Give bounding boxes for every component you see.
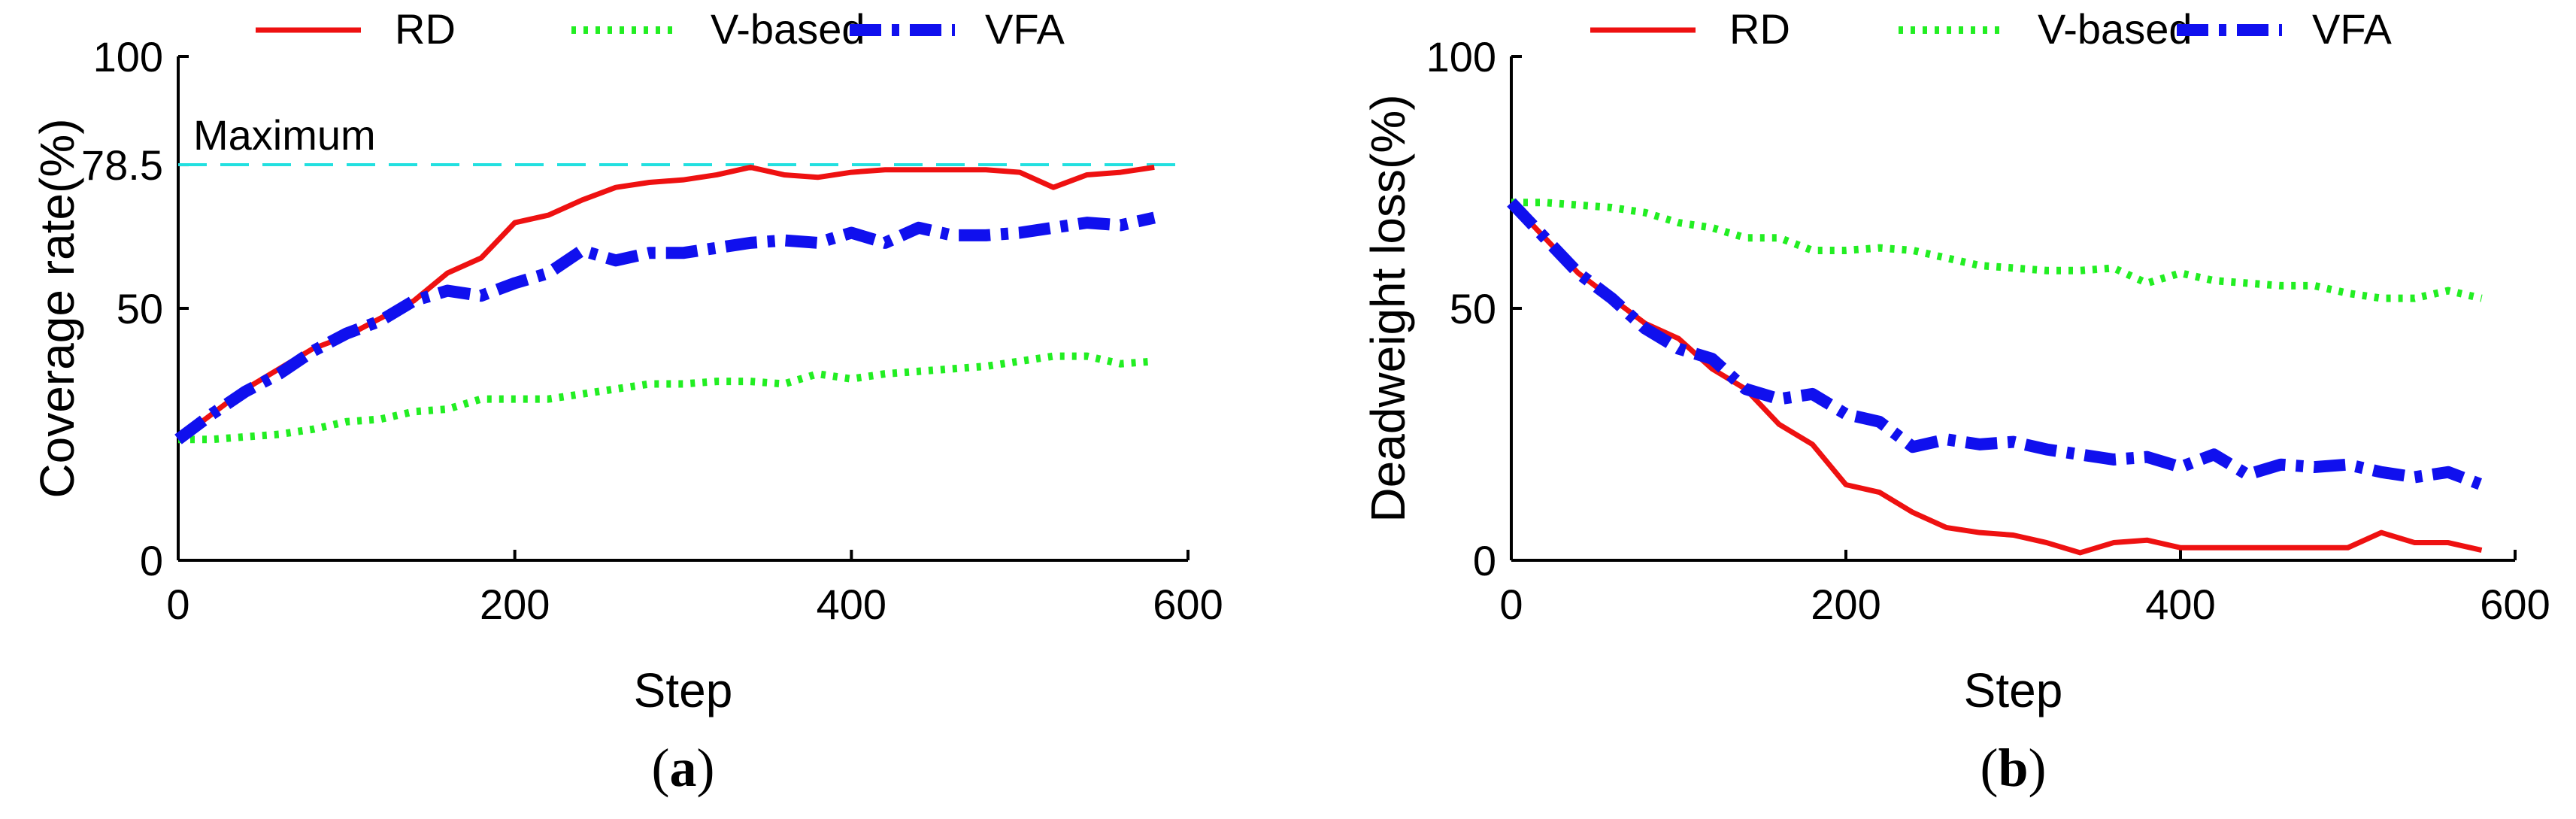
panel-a: 0 200 400 600 0 50 78.5 100 Maximum RD V-based VFA S…: [30, 5, 1223, 798]
panel-letter: b: [1998, 738, 2028, 798]
series-line-v-based: [178, 352, 1155, 444]
x-axis-label: Step: [1964, 663, 2063, 717]
x-tick-label: 600: [1153, 581, 1223, 628]
legend-label: V-based: [2038, 5, 2193, 53]
panel-b: 0 200 400 600 0 50 100 RD V-based VFA Step Deadweig…: [1361, 5, 2550, 798]
y-tick-label: 50: [1450, 285, 1496, 332]
x-tick-label: 0: [166, 581, 189, 628]
x-tick-label: 0: [1499, 581, 1523, 628]
series-line-rd: [176, 164, 1155, 442]
y-tick-label: 100: [93, 33, 163, 80]
panel-label: (a): [652, 738, 715, 798]
series-line-vfa: [174, 211, 1156, 444]
x-tick-label: 600: [2480, 581, 2550, 628]
y-tick-label: 100: [1426, 33, 1496, 80]
x-tick-label: 200: [1811, 581, 1880, 628]
x-axis-label: Step: [634, 663, 733, 717]
legend-label: RD: [1729, 5, 1790, 53]
panel-label: (b): [1980, 738, 2046, 798]
series-line-v-based: [1511, 199, 2483, 302]
x-tick-label: 400: [2145, 581, 2215, 628]
panel-letter: a: [670, 738, 697, 798]
x-tick-label: 400: [817, 581, 886, 628]
y-axis-label: Coverage rate(%): [30, 118, 84, 498]
y-tick-label: 0: [1473, 537, 1496, 584]
y-tick-label: 78.5: [81, 141, 163, 189]
x-tick-label: 200: [480, 581, 550, 628]
legend-label: VFA: [2312, 5, 2392, 53]
maximum-annotation: Maximum: [193, 111, 376, 159]
y-axis-label: Deadweight loss(%): [1361, 94, 1415, 522]
y-tick-label: 0: [140, 537, 163, 584]
series-line-vfa: [1507, 198, 2484, 490]
series-line-rd: [1509, 200, 2483, 556]
legend-label: VFA: [985, 5, 1065, 53]
legend-label: RD: [395, 5, 456, 53]
legend-label: V-based: [711, 5, 865, 53]
y-tick-label: 50: [117, 285, 163, 332]
